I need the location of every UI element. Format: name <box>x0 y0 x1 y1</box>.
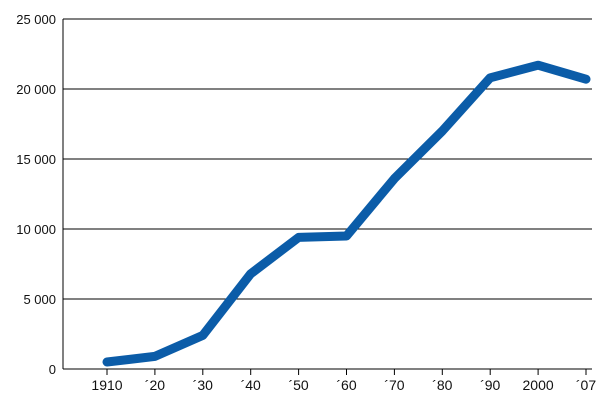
data-point <box>201 334 204 337</box>
y-tick-label: 20 000 <box>16 82 56 97</box>
y-axis-ticks: 0 5 000 10 000 15 000 20 000 25 000 <box>16 12 56 377</box>
x-tick-label: ´40 <box>241 377 261 393</box>
y-tick-label: 5 000 <box>23 292 56 307</box>
x-axis-ticks: 1910 ´20 ´30 ´40 ´50 ´60 ´70 ´80 ´90 2000 ´07 <box>91 369 596 393</box>
data-point <box>537 64 540 67</box>
x-tick-label: ´90 <box>480 377 500 393</box>
y-tick-label: 15 000 <box>16 152 56 167</box>
x-tick-label: ´80 <box>432 377 452 393</box>
x-tick-label: 1910 <box>91 377 122 393</box>
x-tick-label: ´50 <box>288 377 308 393</box>
series-line <box>102 60 591 367</box>
x-tick-label: ´20 <box>145 377 165 393</box>
x-tick-label: ´07 <box>576 377 596 393</box>
data-point <box>393 177 396 180</box>
data-point <box>297 236 300 239</box>
data-point <box>441 130 444 132</box>
series-layer <box>102 60 591 367</box>
x-tick-label: ´60 <box>336 377 356 393</box>
data-point <box>153 355 156 358</box>
data-point <box>249 272 252 275</box>
y-tick-label: 10 000 <box>16 222 56 237</box>
data-point <box>489 76 492 79</box>
x-tick-label: ´30 <box>193 377 213 393</box>
data-point <box>585 78 587 81</box>
y-tick-label: 25 000 <box>16 12 56 27</box>
grid-lines <box>62 18 592 370</box>
y-tick-label: 0 <box>49 362 56 377</box>
x-tick-label: 2000 <box>523 377 554 393</box>
data-point <box>106 361 108 363</box>
x-tick-label: ´70 <box>384 377 404 393</box>
data-point <box>345 235 348 237</box>
